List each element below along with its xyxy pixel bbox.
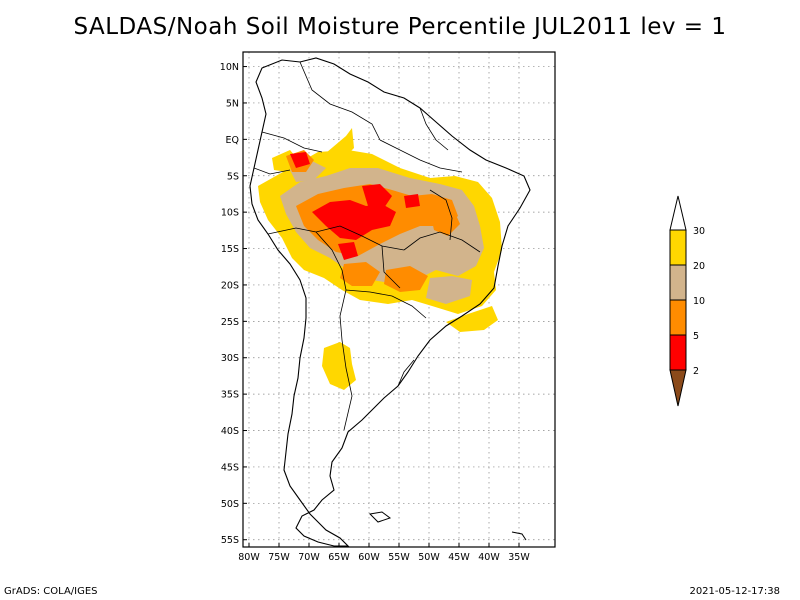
shading-yellow <box>446 306 498 332</box>
lat-tick-label: 45S <box>221 462 239 473</box>
lon-tick-label: 45W <box>448 552 470 563</box>
shading-orange <box>384 266 428 292</box>
falkland-islands <box>368 511 392 523</box>
colorbar-segment <box>669 299 687 336</box>
colorbar-segment <box>669 229 687 266</box>
country-border <box>379 139 463 173</box>
lon-tick-label: 80W <box>238 552 260 563</box>
lon-tick-label: 35W <box>508 552 530 563</box>
country-border <box>315 225 405 251</box>
shading-red <box>338 242 358 260</box>
country-border <box>267 227 347 291</box>
axis-labels: 10N 5N EQ 5S 10S 15S 20S 25S 30S 35S 40S 45S 50S 55S 8… <box>220 62 531 563</box>
shading-red <box>290 152 310 168</box>
country-border <box>419 107 449 151</box>
shading-orange <box>340 262 380 286</box>
shading-tan <box>426 276 472 304</box>
lon-tick-label: 55W <box>388 552 410 563</box>
lon-tick-label: 70W <box>298 552 320 563</box>
grads-credit: GrADS: COLA/IGES <box>4 586 98 597</box>
coastline <box>249 57 531 547</box>
lat-tick-label: EQ <box>226 135 239 146</box>
colorbar-segment <box>669 334 687 371</box>
colorbar-level-label: 10 <box>693 296 705 307</box>
country-border <box>253 167 291 175</box>
lat-tick-label: 50S <box>221 499 239 510</box>
country-border <box>397 359 415 387</box>
lon-tick-label: 50W <box>418 552 440 563</box>
colorbar-segment <box>669 264 687 301</box>
lat-tick-label: 20S <box>221 280 239 291</box>
colorbar-level-label: 30 <box>693 226 705 237</box>
lat-tick-label: 10N <box>220 62 239 73</box>
timestamp: 2021-05-12-17:38 <box>689 586 780 597</box>
colorbar-top-triangle <box>669 195 687 231</box>
shading-red <box>404 194 420 208</box>
lat-tick-label: 5S <box>227 171 239 182</box>
lat-tick-label: 35S <box>221 390 239 401</box>
lat-tick-label: 25S <box>221 317 239 328</box>
country-border <box>381 245 401 289</box>
map-title: SALDAS/Noah Soil Moisture Percentile JUL… <box>73 14 727 40</box>
shading-yellow <box>322 342 356 390</box>
country-border <box>345 289 427 319</box>
south-georgia-island <box>511 531 527 541</box>
lon-tick-label: 40W <box>478 552 500 563</box>
lat-tick-label: 15S <box>221 244 239 255</box>
lat-tick-label: 55S <box>221 535 239 546</box>
lat-tick-label: 30S <box>221 353 239 364</box>
country-border <box>403 231 481 253</box>
colorbar-legend: 30 20 10 5 2 <box>669 195 705 407</box>
lon-tick-label: 75W <box>268 552 290 563</box>
colorbar-level-label: 20 <box>693 261 705 272</box>
lat-tick-label: 5N <box>226 98 239 109</box>
colorbar-level-label: 2 <box>693 366 699 377</box>
percentile-shading <box>258 128 502 390</box>
colorbar-bottom-triangle <box>669 369 687 407</box>
coastlines-and-borders <box>249 57 531 547</box>
country-border <box>299 61 381 141</box>
shading-red <box>312 200 396 240</box>
country-border <box>429 189 453 241</box>
lat-tick-label: 10S <box>221 208 239 219</box>
lon-tick-label: 65W <box>328 552 350 563</box>
country-border <box>261 131 323 153</box>
shading-orange <box>430 206 460 236</box>
lon-tick-label: 60W <box>358 552 380 563</box>
shading-red <box>362 184 392 208</box>
shading-yellow <box>320 128 354 162</box>
lat-tick-label: 40S <box>221 426 239 437</box>
country-border <box>339 289 353 431</box>
colorbar-level-label: 5 <box>693 331 699 342</box>
